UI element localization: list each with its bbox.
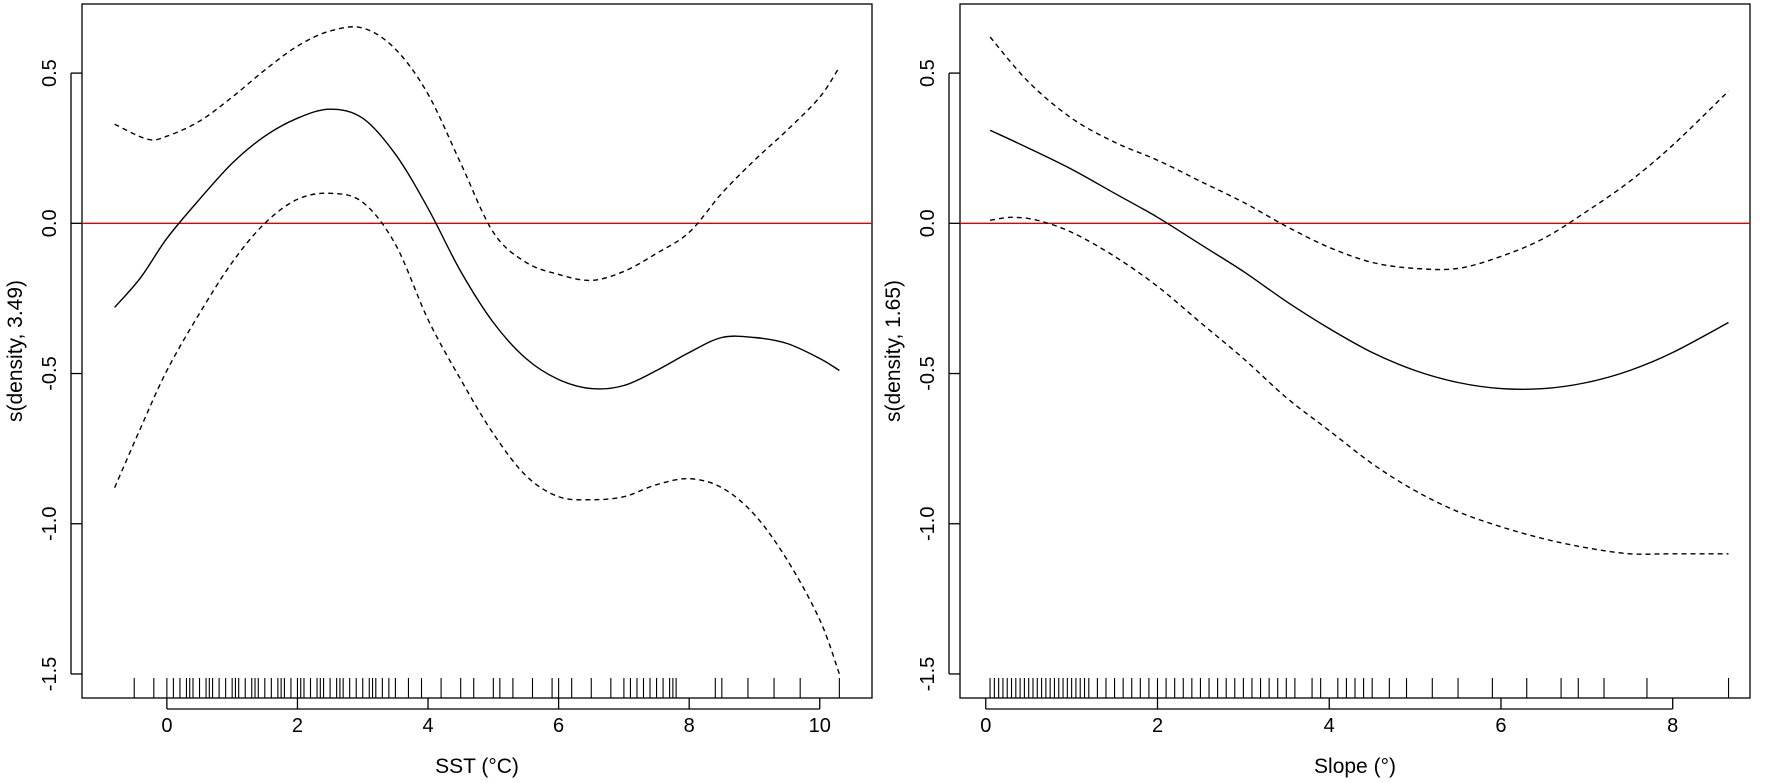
x-tick-label: 6	[553, 715, 564, 737]
x-tick-label: 10	[809, 715, 831, 737]
y-tick-label: -1.0	[39, 507, 61, 541]
sst-panel: 0 2 4 6 8 10 0.5 0.0 -0.5 -1.0 -1.5 SST (°C) s(densi…	[4, 3, 873, 778]
x-tick-label: 2	[1152, 715, 1163, 737]
rug-marks	[133, 678, 840, 698]
upper-confidence-line	[114, 26, 840, 282]
y-tick-label: -1.5	[917, 657, 939, 691]
y-tick-label: 0.5	[39, 59, 61, 87]
y-tick-label: 0.0	[917, 209, 939, 237]
x-tick-label: 2	[292, 715, 303, 737]
y-tick-label: -0.5	[917, 356, 939, 390]
lower-confidence-line	[989, 216, 1729, 555]
upper-confidence-line	[989, 36, 1729, 271]
y-axis-label: s(density, 1.65)	[882, 280, 905, 422]
plot-frame	[81, 3, 873, 699]
x-tick-label: 8	[1667, 715, 1678, 737]
x-tick-label: 8	[684, 715, 695, 737]
x-tick-label: 4	[1324, 715, 1335, 737]
y-tick-label: -1.5	[39, 657, 61, 691]
x-tick-label: 0	[161, 715, 172, 737]
smooth-estimate-line	[989, 129, 1729, 391]
rug-marks	[989, 678, 1730, 698]
smooth-estimate-line	[114, 108, 840, 390]
x-tick-label: 6	[1495, 715, 1506, 737]
x-tick-label: 0	[980, 715, 991, 737]
x-axis-label: SST (°C)	[435, 755, 519, 778]
y-axis-label: s(density, 3.49)	[4, 280, 27, 422]
y-tick-label: -1.0	[917, 507, 939, 541]
y-tick-label: 0.5	[917, 59, 939, 87]
y-tick-label: 0.0	[39, 209, 61, 237]
x-axis-label: Slope (°)	[1314, 755, 1396, 778]
plot-frame	[959, 3, 1751, 699]
lower-confidence-line	[113, 192, 841, 675]
y-tick-label: -0.5	[39, 356, 61, 390]
slope-panel: 0 2 4 6 8 0.5 0.0 -0.5 -1.0 -1.5 Slope (°) s(densit…	[882, 3, 1751, 778]
x-tick-label: 4	[422, 715, 433, 737]
